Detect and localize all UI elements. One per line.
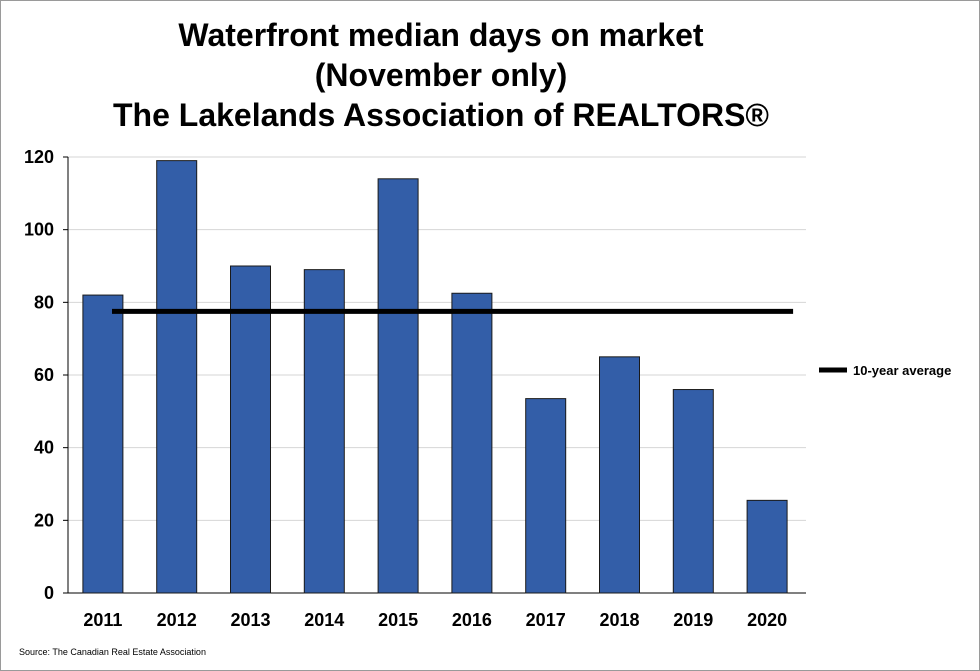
y-tick-label: 40 [34,438,54,458]
bar-2015 [377,178,419,594]
y-tick-label: 100 [24,220,54,240]
x-tick-label: 2011 [83,610,122,630]
bar-2013 [230,265,271,594]
x-tick-label: 2020 [747,610,787,630]
y-tick-label: 0 [44,583,54,603]
x-tick-label: 2013 [230,610,270,630]
bar-2019 [672,389,714,594]
bar-2016 [451,292,493,594]
chart-title-line-1: Waterfront median days on market [178,17,704,53]
legend-label: 10-year average [853,363,951,378]
x-tick-label: 2016 [452,610,492,630]
y-tick-label: 20 [34,510,54,530]
bar-2017 [525,398,567,594]
y-tick-label: 120 [24,147,54,167]
x-tick-label: 2015 [378,610,418,630]
bar-2012 [156,160,198,594]
chart-title-line-2: (November only) [314,57,568,93]
x-tick-label: 2017 [526,610,566,630]
y-tick-label: 60 [34,365,54,385]
source-note: Source: The Canadian Real Estate Associa… [19,647,206,657]
x-tick-label: 2014 [304,610,344,630]
x-tick-label: 2019 [673,610,713,630]
x-tick-label: 2018 [599,610,639,630]
bar-2014 [303,269,345,594]
x-tick-label: 2012 [157,610,197,630]
chart-title-line-3: The Lakelands Association of REALTORS® [113,97,769,133]
bar-2011 [82,294,124,594]
bar-2018 [599,356,640,594]
chart-title: Waterfront median days on market (Novemb… [1,15,881,135]
bar-2020 [746,499,788,594]
y-tick-label: 80 [34,292,54,312]
